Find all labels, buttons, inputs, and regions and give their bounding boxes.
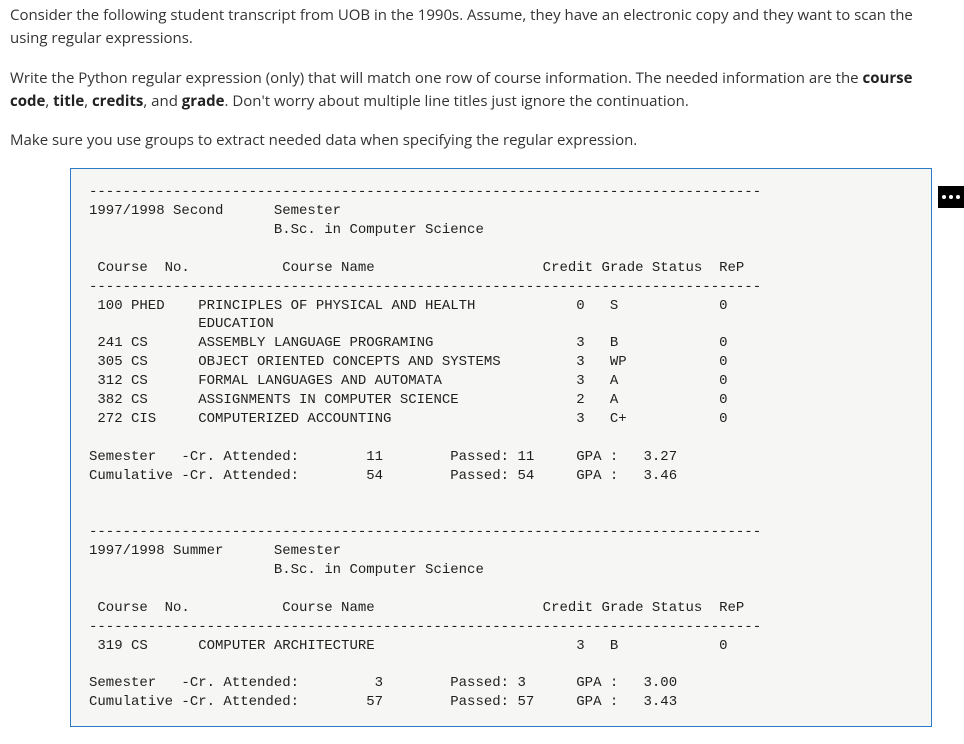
dot-icon <box>942 195 946 199</box>
transcript-container: ----------------------------------------… <box>70 168 932 727</box>
question-sep: , <box>84 91 92 111</box>
transcript-image: ----------------------------------------… <box>70 168 932 727</box>
question-text: Consider the following student transcrip… <box>10 4 954 152</box>
question-paragraph-1: Consider the following student transcrip… <box>10 4 954 51</box>
more-options-button[interactable] <box>938 186 964 208</box>
question-line: Consider the following student transcrip… <box>10 5 913 25</box>
question-paragraph-2: Write the Python regular expression (onl… <box>10 67 954 114</box>
dot-icon <box>949 195 953 199</box>
question-line: Write the Python regular expression (onl… <box>10 68 862 88</box>
keyword-code: code <box>10 91 45 111</box>
question-sep: , <box>45 91 53 111</box>
question-line: . Don't worry about multiple line titles… <box>225 91 689 111</box>
dot-icon <box>956 195 960 199</box>
question-paragraph-3: Make sure you use groups to extract need… <box>10 129 954 152</box>
keyword-grade: grade <box>182 91 225 111</box>
keyword-course: course <box>862 68 912 88</box>
question-line: using regular expressions. <box>10 28 193 48</box>
question-sep: , and <box>143 91 181 111</box>
keyword-credits: credits <box>92 91 143 111</box>
keyword-title: title <box>53 91 84 111</box>
